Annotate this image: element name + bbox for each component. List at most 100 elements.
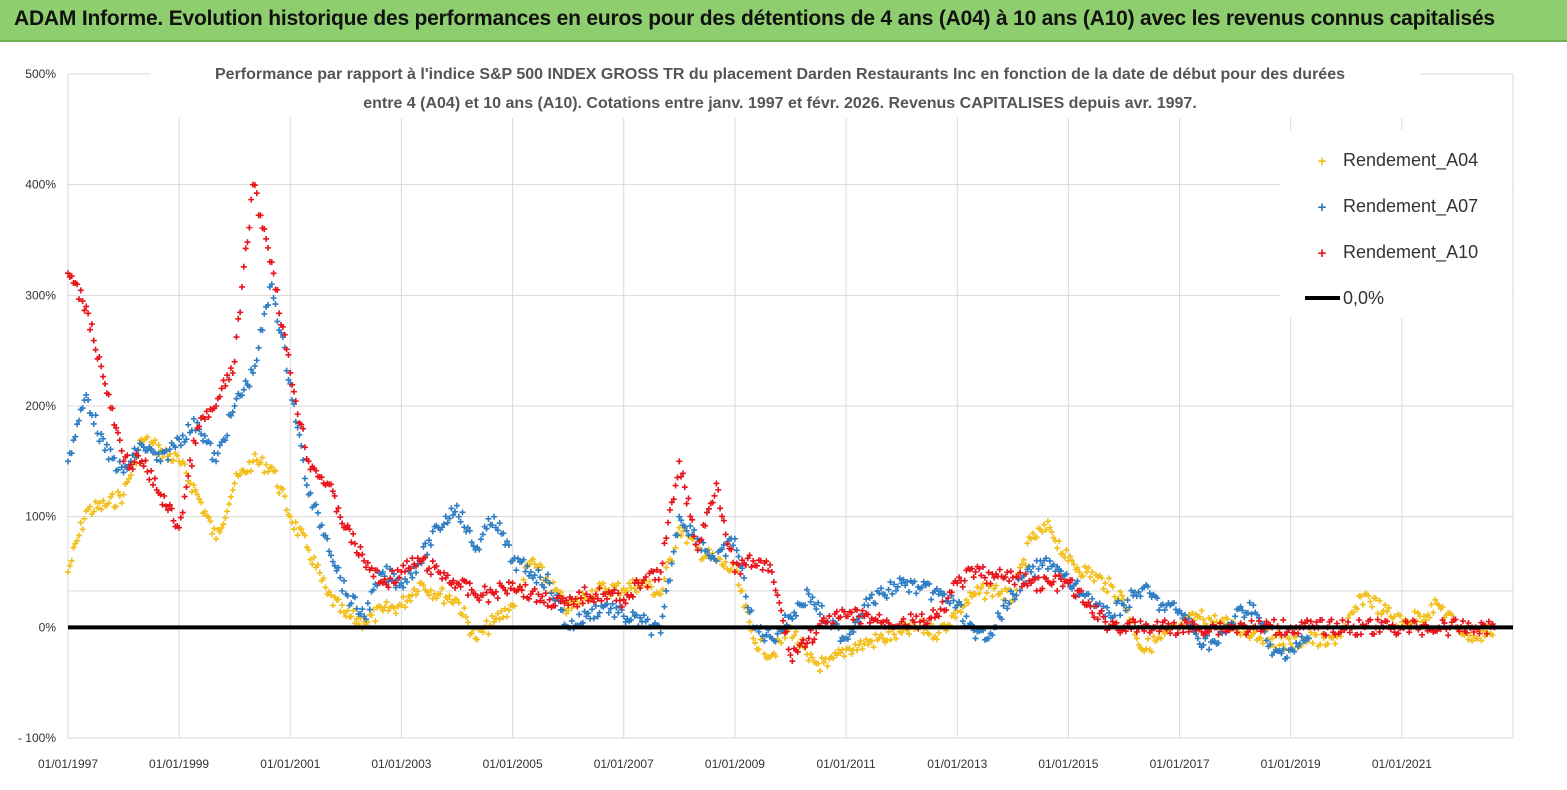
data-point-interp	[463, 613, 470, 620]
data-point-interp	[1345, 618, 1352, 625]
data-point-interp	[772, 587, 779, 594]
data-point-interp	[820, 659, 827, 666]
data-point-interp	[968, 565, 975, 572]
data-point	[1028, 569, 1035, 575]
data-point-interp	[863, 596, 870, 603]
data-point-interp	[1154, 595, 1161, 602]
data-point-interp	[126, 465, 133, 472]
data-point-interp	[772, 653, 779, 660]
data-point-interp	[748, 563, 755, 570]
data-point-interp	[544, 571, 551, 578]
data-point-interp	[114, 488, 121, 495]
data-point-interp	[518, 587, 525, 594]
data-point-interp	[576, 589, 583, 596]
data-point-interp	[144, 447, 151, 454]
data-point-interp	[350, 530, 357, 537]
data-point-interp	[1263, 637, 1270, 644]
data-point-interp	[948, 589, 955, 596]
data-point-interp	[737, 570, 744, 577]
data-point-interp	[409, 574, 416, 581]
data-point-interp	[292, 519, 299, 526]
data-point-interp	[826, 613, 833, 620]
data-point-interp	[811, 601, 818, 608]
data-point	[731, 535, 738, 542]
data-point-interp	[1382, 601, 1389, 608]
data-point-interp	[1171, 619, 1178, 626]
data-point-interp	[770, 579, 777, 586]
data-point-interp	[348, 613, 355, 620]
chart-subtitle-line2: entre 4 (A04) et 10 ans (A10). Cotations…	[363, 95, 1197, 112]
data-point-interp	[1063, 570, 1070, 577]
data-point-interp	[1007, 568, 1014, 575]
data-point-interp	[976, 590, 983, 597]
data-point	[935, 613, 942, 620]
legend-marker-a07: +	[1318, 199, 1327, 216]
data-point-interp	[1017, 587, 1024, 594]
data-point-interp	[124, 452, 131, 459]
data-point	[509, 580, 516, 587]
data-point-interp	[366, 606, 373, 613]
data-point-interp	[753, 562, 760, 569]
data-point-interp	[244, 468, 251, 475]
data-point-interp	[541, 584, 548, 591]
data-point-interp	[1313, 631, 1320, 638]
data-point-interp	[604, 595, 611, 602]
data-point-interp	[85, 396, 92, 403]
data-point-interp	[440, 600, 447, 607]
data-point-interp	[939, 598, 946, 605]
data-point-interp	[151, 475, 158, 482]
data-point-interp	[1309, 640, 1316, 647]
data-point-interp	[272, 467, 279, 474]
data-point-interp	[190, 482, 197, 489]
data-point-interp	[981, 574, 988, 581]
data-point-interp	[318, 522, 325, 529]
data-point-interp	[1144, 635, 1151, 642]
data-point-interp	[77, 287, 84, 294]
data-point-interp	[142, 457, 149, 464]
data-point-interp	[281, 493, 288, 500]
y-axis-ticks: - 100% 0% 100% 200% 300% 400% 500%	[18, 67, 56, 745]
data-point-interp	[600, 580, 607, 587]
data-point-interp	[118, 499, 125, 506]
data-point-interp	[226, 501, 233, 508]
data-point-interp	[611, 614, 618, 621]
data-point-interp	[1332, 631, 1339, 638]
data-point-interp	[724, 540, 731, 547]
data-point-interp	[111, 455, 118, 462]
data-point-interp	[596, 585, 603, 592]
data-point-interp	[702, 522, 709, 529]
data-point-interp	[865, 602, 872, 609]
data-point-interp	[253, 190, 260, 197]
data-point-interp	[850, 628, 857, 635]
data-point-interp	[298, 526, 305, 533]
data-point-interp	[539, 564, 546, 571]
data-point-interp	[952, 614, 959, 621]
data-point-interp	[659, 586, 666, 593]
data-point-interp	[444, 596, 451, 603]
data-point-interp	[294, 532, 301, 539]
data-point-interp	[1117, 612, 1124, 619]
data-point-interp	[1459, 618, 1466, 625]
data-point-interp	[683, 527, 690, 534]
data-point-interp	[92, 412, 99, 419]
data-point-interp	[155, 441, 162, 448]
data-point-interp	[485, 599, 492, 606]
data-point-interp	[803, 586, 810, 593]
data-point-interp	[290, 401, 297, 408]
data-point-interp	[690, 533, 697, 540]
data-point-interp	[1313, 619, 1320, 626]
data-point-interp	[409, 555, 416, 562]
data-point-interp	[1406, 629, 1413, 636]
data-point-interp	[1109, 618, 1116, 625]
data-point-interp	[1161, 606, 1168, 613]
data-point-interp	[337, 574, 344, 581]
data-point-interp	[79, 405, 86, 412]
data-point-interp	[1085, 599, 1092, 606]
x-axis-ticks: 01/01/1997 01/01/1999 01/01/2001 01/01/2003…	[38, 757, 1432, 771]
data-point-interp	[457, 583, 464, 590]
data-point-interp	[1039, 528, 1046, 535]
data-point-interp	[1087, 603, 1094, 610]
data-point-interp	[403, 578, 410, 585]
data-point-interp	[229, 409, 236, 416]
data-point-interp	[1031, 576, 1038, 583]
